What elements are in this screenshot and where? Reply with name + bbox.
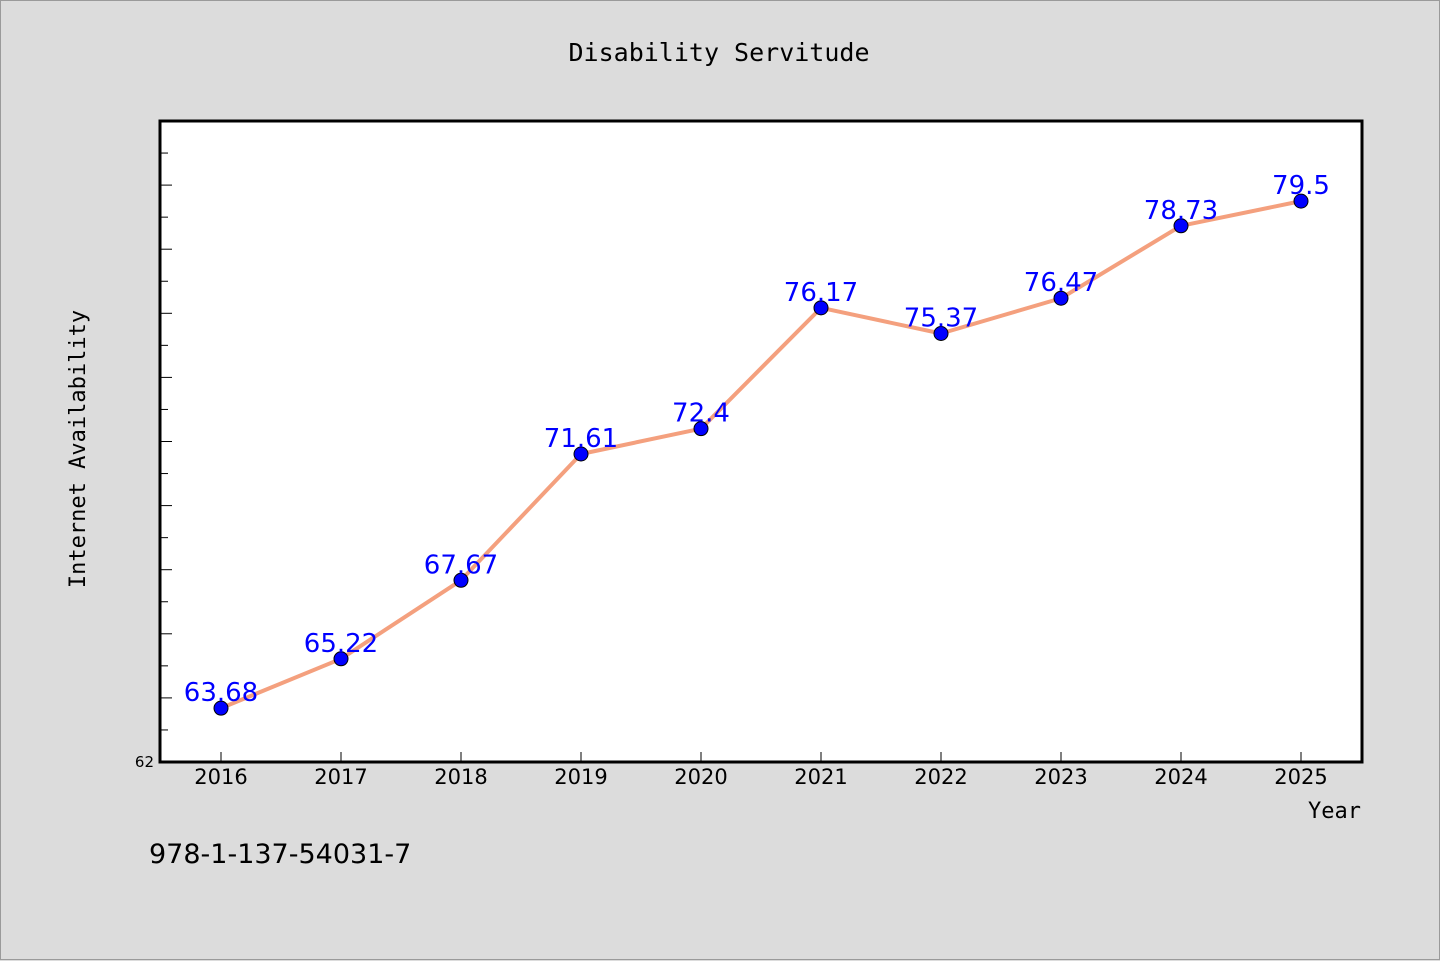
- x-tick-label: 2021: [794, 765, 847, 789]
- data-point: [333, 651, 349, 667]
- data-label: 67.67: [424, 550, 498, 580]
- y-axis-title: Internet Availability: [66, 310, 91, 588]
- plot-area: [158, 119, 1364, 764]
- data-point: [1053, 290, 1069, 306]
- x-axis-ticks: 2016 2017 2018 2019 2020 2021 2022 2023 2024 2025: [194, 752, 1328, 789]
- data-point: [1173, 218, 1189, 234]
- data-point: [693, 421, 709, 437]
- data-label: 76.17: [784, 278, 858, 308]
- data-point: [813, 300, 829, 316]
- x-tick-label: 2025: [1274, 765, 1327, 789]
- x-tick-label: 2020: [674, 765, 727, 789]
- x-tick-label: 2019: [554, 765, 607, 789]
- data-label: 78.73: [1144, 196, 1218, 226]
- chart-title: Disability Servitude: [568, 38, 869, 67]
- x-tick-label: 2017: [314, 765, 367, 789]
- x-tick-label: 2022: [914, 765, 967, 789]
- x-tick-label: 2016: [194, 765, 247, 789]
- y-tick-label-min: 62: [135, 753, 154, 771]
- y-axis-ticks: [160, 152, 172, 731]
- footer-isbn: 978-1-137-54031-7: [149, 839, 411, 870]
- x-axis-title: Year: [1308, 799, 1361, 824]
- data-point: [1293, 193, 1309, 209]
- data-point: [213, 700, 229, 716]
- data-label: 79.5: [1272, 171, 1330, 201]
- data-point: [933, 325, 949, 341]
- series-group: 63.68 65.22 67.67 71.61 72.4 76.17 75.37 76.47 7…: [184, 171, 1330, 716]
- data-label: 65.22: [304, 629, 378, 659]
- x-tick-label: 2023: [1034, 765, 1087, 789]
- data-label: 71.61: [544, 424, 618, 454]
- data-point: [573, 446, 589, 462]
- data-label: 75.37: [904, 303, 978, 333]
- data-label: 76.47: [1024, 268, 1098, 298]
- data-label: 63.68: [184, 678, 258, 708]
- x-tick-label: 2018: [434, 765, 487, 789]
- series-line: [220, 199, 1302, 711]
- x-tick-label: 2024: [1154, 765, 1207, 789]
- data-point: [453, 572, 469, 588]
- data-label: 72.4: [672, 399, 730, 429]
